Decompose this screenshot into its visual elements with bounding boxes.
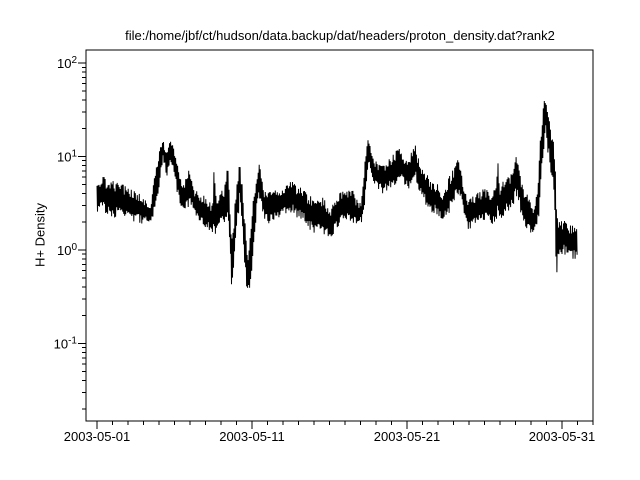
y-tick-label: 101: [57, 148, 77, 164]
y-tick-label: 102: [57, 55, 77, 71]
x-tick-label: 2003-05-11: [219, 429, 285, 444]
data-trace: [96, 100, 578, 288]
plot-frame: [85, 49, 594, 422]
plot-title: file:/home/jbf/ct/hudson/data.backup/dat…: [125, 28, 555, 43]
x-tick-label: 2003-05-31: [529, 429, 596, 444]
y-tick-label: 100: [57, 242, 77, 258]
x-tick-label: 2003-05-01: [64, 429, 131, 444]
x-tick-label: 2003-05-21: [374, 429, 441, 444]
y-tick-label: 10-1: [54, 335, 78, 351]
